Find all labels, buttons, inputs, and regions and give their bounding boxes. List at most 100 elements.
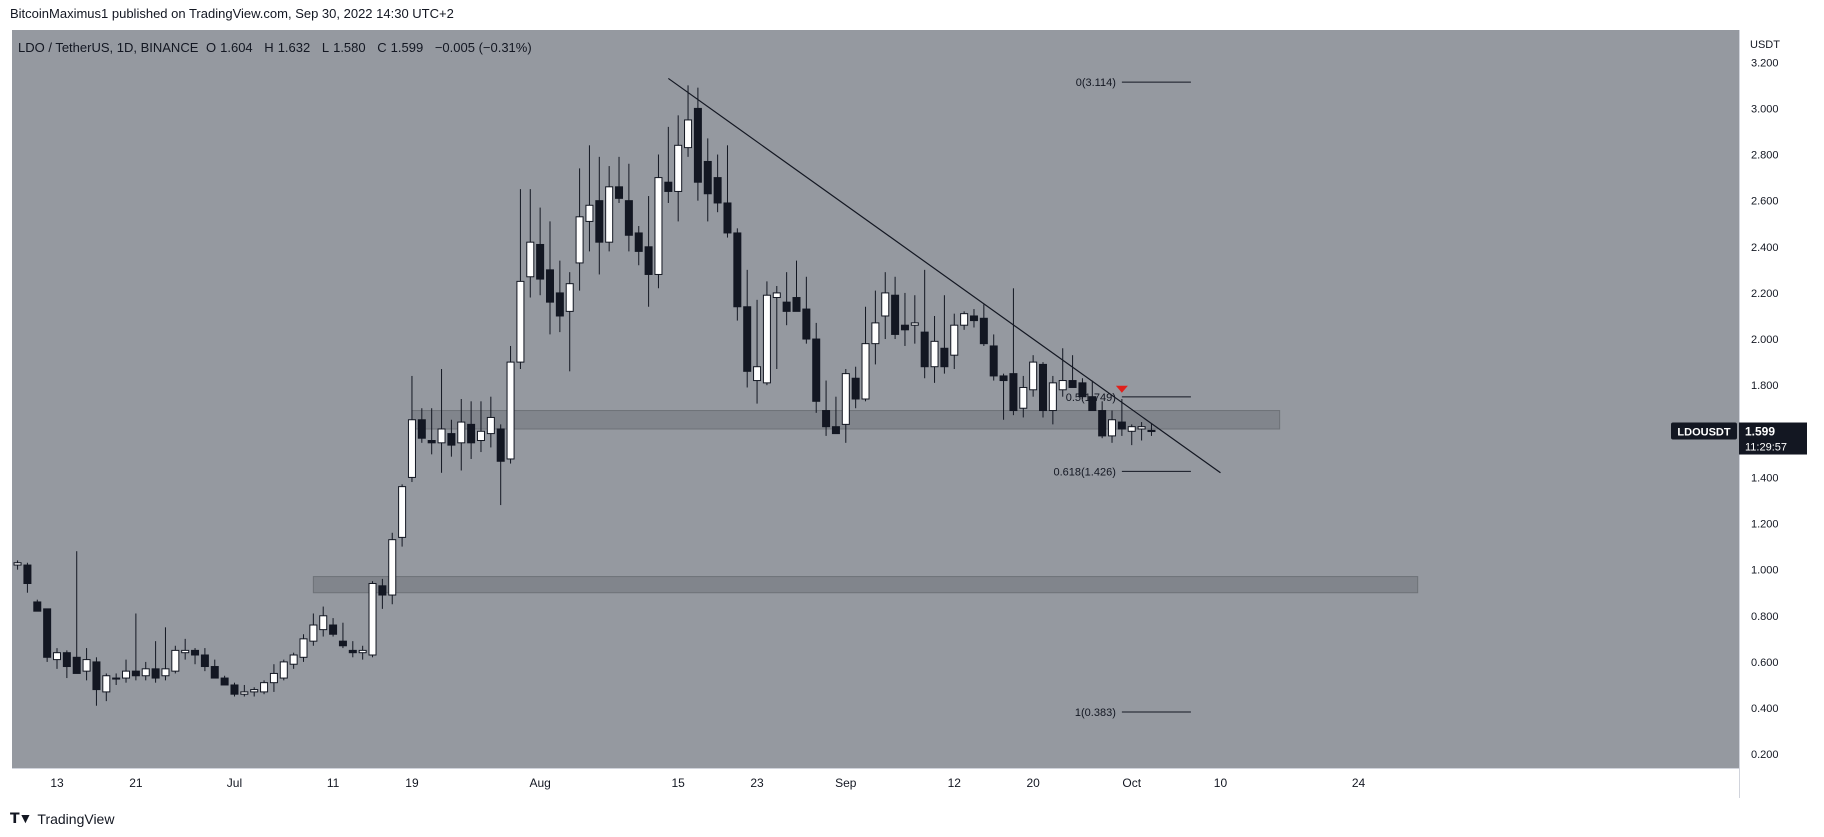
candle-down — [200, 654, 209, 668]
candle-up — [368, 583, 377, 656]
candle-up — [171, 649, 180, 672]
candle-up — [516, 280, 525, 363]
candle-up — [161, 668, 170, 677]
candle-down — [417, 419, 426, 439]
candle-up — [102, 675, 111, 693]
candle-down — [447, 433, 456, 446]
price-tick-label: 1.400 — [1751, 472, 1779, 484]
symbol-badge-text: LDOUSDT — [1677, 427, 1730, 439]
candle-down — [536, 243, 545, 280]
candle-up — [269, 672, 278, 684]
candle-down — [644, 246, 653, 275]
candle-up — [950, 324, 959, 356]
publish-info: BitcoinMaximus1 published on TradingView… — [10, 6, 454, 21]
footer-brand-text: TradingView — [37, 810, 115, 827]
candle-up — [407, 419, 416, 478]
candle-up — [506, 361, 515, 460]
candle-up — [13, 562, 22, 566]
time-tick-label: Jul — [227, 776, 242, 790]
candle-down — [595, 200, 604, 243]
ohlc-low-value: 1.580 — [333, 40, 366, 55]
red-arrow-marker — [1115, 385, 1128, 393]
candle-up — [585, 204, 594, 222]
candle-down — [851, 377, 860, 400]
symbol-badge — [1671, 422, 1737, 440]
candle-down — [615, 186, 624, 199]
candle-up — [861, 343, 870, 400]
price-tick-label: 3.000 — [1751, 103, 1779, 115]
price-tick-label: 2.800 — [1751, 150, 1779, 162]
candle-down — [210, 666, 219, 679]
candle-up — [1048, 382, 1057, 412]
candle-down — [979, 317, 988, 345]
candle-up — [930, 340, 939, 368]
candle-up — [53, 652, 61, 661]
candle-up — [122, 670, 131, 679]
tradingview-logo-icon: 𝗧▼ — [10, 810, 32, 826]
symbol-pair: LDO / TetherUS, 1D, BINANCE — [18, 40, 199, 55]
fib-level-label: 1(0.383) — [1075, 707, 1116, 719]
price-axis[interactable] — [1739, 30, 1824, 798]
time-tick-label: 10 — [1214, 776, 1228, 790]
candle-down — [831, 426, 840, 435]
candle-down — [969, 315, 978, 322]
candle-down — [802, 308, 811, 340]
footer-brand[interactable]: 𝗧▼ TradingView — [10, 810, 114, 827]
candle-up — [141, 668, 150, 677]
candle-up — [309, 624, 318, 642]
ohlc-open-value: 1.604 — [220, 40, 253, 55]
price-tick-label: 0.400 — [1751, 703, 1779, 715]
ohlc-change: −0.005 (−0.31%) — [434, 40, 532, 55]
candle-up — [250, 689, 259, 693]
price-tick-label: 1.000 — [1751, 565, 1779, 577]
candle-down — [792, 297, 801, 312]
candle-up — [1029, 361, 1038, 391]
candle-down — [131, 670, 140, 677]
candle-up — [960, 313, 969, 326]
candle-up — [437, 428, 446, 444]
price-tick-label: 3.200 — [1751, 57, 1779, 69]
ohlc-low: L 1.580 — [322, 40, 370, 55]
candle-down — [546, 269, 554, 303]
ohlc-high-label: H — [264, 40, 274, 55]
candle-down — [891, 294, 900, 335]
candle-up — [299, 638, 308, 658]
candle-up — [319, 615, 328, 631]
time-tick-label: 21 — [129, 776, 143, 790]
candle-down — [743, 306, 752, 372]
time-tick-label: 13 — [50, 776, 64, 790]
candle-down — [329, 624, 338, 635]
candle-up — [1019, 386, 1028, 409]
candle-down — [1147, 429, 1156, 433]
price-badge — [1739, 422, 1807, 455]
ohlc-open-label: O — [206, 40, 217, 55]
candle-up — [762, 294, 771, 384]
candle-up — [605, 186, 614, 243]
price-badge-countdown: 11:29:57 — [1745, 442, 1787, 454]
candle-down — [1088, 396, 1097, 412]
candle-up — [486, 416, 495, 435]
candle-up — [575, 216, 584, 264]
candle-down — [920, 331, 929, 368]
fib-level-label: 0.618(1.426) — [1053, 466, 1115, 478]
candle-up — [654, 177, 663, 275]
candles-group — [13, 85, 1156, 706]
candle-down — [496, 428, 505, 462]
price-badge-value: 1.599 — [1745, 425, 1775, 439]
candle-up — [1058, 380, 1067, 391]
ohlc-close-label: C — [377, 40, 387, 55]
time-axis[interactable] — [12, 768, 1739, 799]
candle-down — [151, 668, 160, 679]
descending-trendline — [667, 77, 1221, 474]
time-tick-label: Oct — [1122, 776, 1141, 790]
candle-down — [624, 200, 633, 236]
price-tick-label: 2.000 — [1751, 334, 1779, 346]
candle-down — [900, 324, 909, 331]
time-tick-label: 20 — [1026, 776, 1040, 790]
time-tick-label: 15 — [672, 776, 686, 790]
price-tick-label: 2.200 — [1751, 288, 1779, 300]
candle-up — [841, 373, 850, 425]
candle-up — [279, 661, 288, 679]
candle-down — [1039, 363, 1047, 412]
